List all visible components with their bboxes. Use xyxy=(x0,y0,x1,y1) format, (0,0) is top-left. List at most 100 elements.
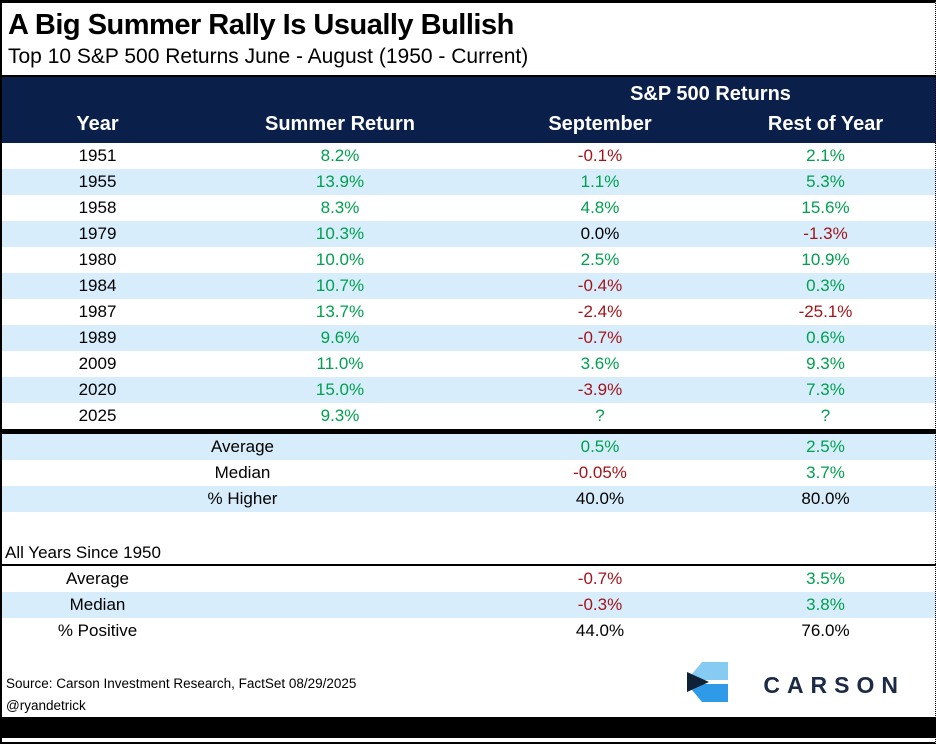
summer-return-cell: 8.3% xyxy=(320,198,360,217)
summer-return-cell: 10.3% xyxy=(315,224,365,243)
source-text: Source: Carson Investment Research, Fact… xyxy=(6,676,357,691)
rest-of-year-cell: 76.0% xyxy=(801,621,850,640)
summer-return-cell: 13.9% xyxy=(315,172,365,191)
table-row: 1979 10.3% 0.0% -1.3% xyxy=(0,221,936,247)
september-cell: 40.0% xyxy=(575,489,625,508)
summary-row: Median -0.3% 3.8% xyxy=(0,592,936,618)
year-cell: 1987 xyxy=(78,302,117,321)
september-cell: -0.05% xyxy=(573,463,627,482)
september-cell: -0.4% xyxy=(577,276,623,295)
rest-of-year-cell: -25.1% xyxy=(798,302,853,321)
carson-logo-text: CARSON xyxy=(763,671,905,698)
rest-of-year-cell: 3.8% xyxy=(806,595,845,614)
september-cell: -0.3% xyxy=(577,595,623,614)
september-cell: 0.0% xyxy=(580,224,620,243)
rest-of-year-cell: 9.3% xyxy=(806,354,845,373)
summary-label: Average xyxy=(65,569,129,588)
year-cell: 1979 xyxy=(78,224,117,243)
september-cell: -0.1% xyxy=(577,146,623,165)
september-cell: 3.6% xyxy=(580,354,620,373)
september-cell: 44.0% xyxy=(575,621,625,640)
september-cell: 4.8% xyxy=(580,198,620,217)
rest-of-year-cell: 3.5% xyxy=(806,569,845,588)
summary-label: Average xyxy=(210,437,274,456)
rest-of-year-cell: -1.3% xyxy=(803,224,848,243)
col-header-summer-return: Summer Return xyxy=(264,113,416,135)
table-row: 1955 13.9% 1.1% 5.3% xyxy=(0,169,936,195)
top10-rows: 1951 8.2% -0.1% 2.1% 1955 13.9% 1.1% 5.3… xyxy=(0,143,936,429)
carson-logo: CARSON xyxy=(685,660,905,710)
summer-return-cell: 9.3% xyxy=(320,406,360,425)
rest-of-year-cell: 3.7% xyxy=(806,463,845,482)
page-title: A Big Summer Rally Is Usually Bullish xyxy=(8,9,514,41)
summary-label: % Higher xyxy=(207,489,278,508)
year-cell: 2009 xyxy=(78,354,117,373)
summer-return-cell: 10.0% xyxy=(315,250,365,269)
year-cell: 1955 xyxy=(78,172,117,191)
table-row: 2020 15.0% -3.9% 7.3% xyxy=(0,377,936,403)
september-cell: -0.7% xyxy=(577,328,623,347)
rest-of-year-cell: 2.1% xyxy=(806,146,845,165)
table-row: 1984 10.7% -0.4% 0.3% xyxy=(0,273,936,299)
september-cell: 2.5% xyxy=(580,250,620,269)
summer-return-cell: 8.2% xyxy=(320,146,360,165)
year-cell: 1958 xyxy=(78,198,117,217)
summer-return-cell: 9.6% xyxy=(320,328,360,347)
bottom-bar xyxy=(0,717,936,738)
summer-return-cell: 11.0% xyxy=(316,354,364,373)
table-row: 1958 8.3% 4.8% 15.6% xyxy=(0,195,936,221)
col-header-september: September xyxy=(548,113,652,135)
group-header-label: S&P 500 Returns xyxy=(630,83,791,105)
september-cell: 0.5% xyxy=(580,437,620,456)
year-cell: 2025 xyxy=(78,406,117,425)
rest-of-year-cell: 7.3% xyxy=(806,380,845,399)
rest-of-year-cell: 15.6% xyxy=(801,198,850,217)
september-cell: -2.4% xyxy=(577,302,623,321)
table-row: 2009 11.0% 3.6% 9.3% xyxy=(0,351,936,377)
carson-chevron-icon xyxy=(685,660,731,710)
rest-of-year-cell: 0.6% xyxy=(806,328,845,347)
summary-label: Median xyxy=(69,595,126,614)
year-cell: 1951 xyxy=(78,146,117,165)
rest-of-year-cell: 80.0% xyxy=(801,489,850,508)
table-row: 2025 9.3% ? ? xyxy=(0,403,936,429)
summary-row: % Positive 44.0% 76.0% xyxy=(0,618,936,644)
top10-summary-rows: Average 0.5% 2.5% Median -0.05% 3.7% % H… xyxy=(0,434,936,512)
summary-label: Median xyxy=(214,463,271,482)
table-row: 1989 9.6% -0.7% 0.6% xyxy=(0,325,936,351)
summary-row: % Higher 40.0% 80.0% xyxy=(0,486,936,512)
table-header: S&P 500 Returns Year Summer Return Septe… xyxy=(0,77,936,143)
rest-of-year-cell: ? xyxy=(820,406,831,425)
summary-row: Average -0.7% 3.5% xyxy=(0,566,936,592)
summer-return-cell: 10.7% xyxy=(315,276,365,295)
col-header-year: Year xyxy=(76,113,119,135)
rest-of-year-cell: 5.3% xyxy=(806,172,845,191)
all-years-summary-rows: Average -0.7% 3.5% Median -0.3% 3.8% % P… xyxy=(0,566,936,644)
summer-return-cell: 13.7% xyxy=(315,302,365,321)
title-block: A Big Summer Rally Is Usually Bullish To… xyxy=(0,0,936,77)
year-cell: 1984 xyxy=(78,276,117,295)
september-cell: ? xyxy=(595,406,605,425)
section-gap xyxy=(0,512,936,542)
table-row: 1980 10.0% 2.5% 10.9% xyxy=(0,247,936,273)
summary-label: % Positive xyxy=(57,621,138,640)
summary-divider xyxy=(0,429,936,434)
rest-of-year-cell: 2.5% xyxy=(806,437,845,456)
col-header-rest-of-year: Rest of Year xyxy=(767,113,884,135)
page-subtitle: Top 10 S&P 500 Returns June - August (19… xyxy=(8,45,529,68)
rest-of-year-cell: 0.3% xyxy=(806,276,845,295)
author-handle: @ryandetrick xyxy=(6,698,86,713)
table-row: 1951 8.2% -0.1% 2.1% xyxy=(0,143,936,169)
year-cell: 1989 xyxy=(78,328,117,347)
september-cell: 1.1% xyxy=(580,172,620,191)
footer: Source: Carson Investment Research, Fact… xyxy=(0,644,936,717)
september-cell: -0.7% xyxy=(577,569,623,588)
table-row: 1987 13.7% -2.4% -25.1% xyxy=(0,299,936,325)
summer-return-cell: 15.0% xyxy=(315,380,365,399)
rest-of-year-cell: 10.9% xyxy=(801,250,850,269)
summary-row: Average 0.5% 2.5% xyxy=(0,434,936,460)
all-years-label: All Years Since 1950 xyxy=(0,542,936,566)
year-cell: 1980 xyxy=(78,250,117,269)
summary-row: Median -0.05% 3.7% xyxy=(0,460,936,486)
september-cell: -3.9% xyxy=(577,380,623,399)
